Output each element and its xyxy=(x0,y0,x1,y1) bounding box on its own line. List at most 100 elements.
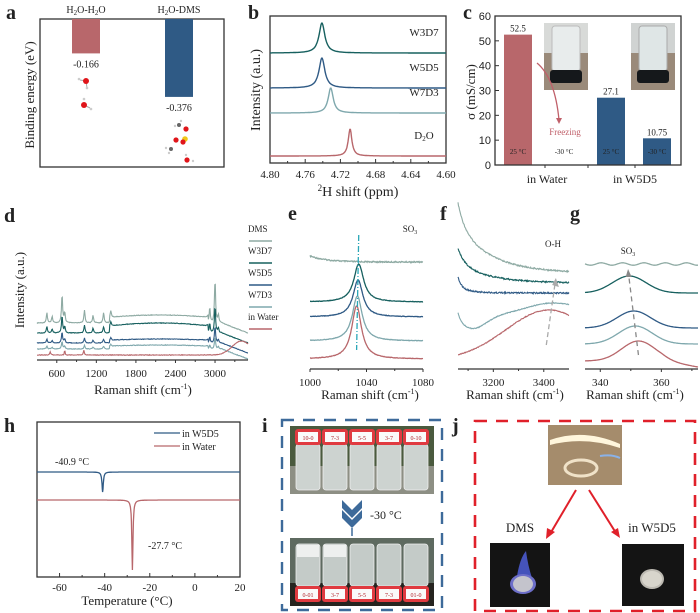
vial-label-text-4: 0-10 xyxy=(411,436,422,442)
w5d5-label: in W5D5 xyxy=(628,520,676,535)
chart-a-binding-energy: Binding energy (eV) H2O-H2O H2O-DMS -0.1… xyxy=(22,5,225,168)
peak-shift-arrowhead-icon xyxy=(625,269,632,277)
x-tick-label: 360 xyxy=(653,377,670,389)
series-line-in-water xyxy=(37,340,249,357)
y-tick-label: 50 xyxy=(479,36,491,48)
series-line-d2o xyxy=(270,128,446,157)
legend-label-0: in W5D5 xyxy=(182,429,219,440)
x-tick-label: -60 xyxy=(52,582,67,594)
chart-d-raman-full: Intensity (a.u.) 600 1200 1800 2400 3000 Ram… xyxy=(12,224,278,397)
value-label-1: -0.376 xyxy=(166,103,192,114)
legend-label-4: in Water xyxy=(248,312,278,322)
vial-bottom-4 xyxy=(403,543,429,587)
vial-bottom-label-text-3: 7-3 xyxy=(385,593,393,599)
legend-label-2: W5D5 xyxy=(248,268,272,278)
panel-label-g: g xyxy=(570,203,580,225)
series-line-w7d3 xyxy=(585,325,698,345)
bar-h2o-h2o xyxy=(72,19,100,54)
y-tick-label: 30 xyxy=(479,86,491,98)
w5d5-vial-photo xyxy=(631,23,675,90)
chart-e-raman-so3: 1000 1040 1080 SO3 Raman shift (cm-1) xyxy=(299,224,435,402)
series-line-w3d7 xyxy=(310,262,424,303)
x-axis-label: Raman shift (cm-1) xyxy=(321,387,419,402)
oh-annotation: O-H xyxy=(545,239,561,249)
panel-j-flammability: DMS in W5D5 xyxy=(473,419,697,613)
vial-bottom-label-paper-2 xyxy=(352,589,372,599)
y-tick-label: 10 xyxy=(479,135,491,147)
series-line-w3d7 xyxy=(37,307,249,344)
temp-label-1: -30 °C xyxy=(555,148,574,156)
peak-shift-arrowhead-icon xyxy=(552,278,559,287)
x-tick-label: 1040 xyxy=(356,377,379,389)
vial-bottom-3 xyxy=(376,543,402,587)
so3-annotation: SO3 xyxy=(403,224,418,236)
category-label-h2o-h2o: H2O-H2O xyxy=(66,5,105,17)
bar-3 xyxy=(643,138,671,165)
vial-bottom-label-text-4: 01-0 xyxy=(411,593,422,599)
y-tick-label: 60 xyxy=(479,11,491,23)
panel-label-a: a xyxy=(6,2,16,24)
panel-label-d: d xyxy=(4,205,16,227)
chart-h-dsc: -60 -40 -20 0 20 in W5D5 in Water -40.9 °C -2… xyxy=(36,421,246,608)
legend-label-0: DMS xyxy=(248,224,268,234)
y-axis-label: Binding energy (eV) xyxy=(22,41,37,148)
vial-bottom-label-paper-0 xyxy=(298,589,318,599)
x-tick-label: 20 xyxy=(235,582,247,594)
dms-label: DMS xyxy=(506,520,534,535)
frozen-layer-0 xyxy=(297,545,319,557)
vial-bottom-label-text-1: 3-7 xyxy=(331,593,339,599)
bar-2 xyxy=(597,97,625,165)
legend-label-1: in Water xyxy=(182,442,216,453)
vials-after-photo: 0-01 3-7 5-5 7-3 01-0 xyxy=(290,538,434,606)
x-tick-label: 4.68 xyxy=(366,169,386,181)
temperature-label: -30 °C xyxy=(370,508,402,522)
x-axis-label: Raman shift (cm-1) xyxy=(586,387,684,402)
x-axis-label: Raman shift (cm-1) xyxy=(466,387,564,402)
value-label-0: 52.5 xyxy=(510,24,526,34)
panel-label-c: c xyxy=(463,2,472,24)
chevron-down-arrow-icon xyxy=(342,500,362,518)
x-tick-label: 600 xyxy=(49,368,66,380)
x-tick-label: 3000 xyxy=(204,368,227,380)
temp-label-2: 25 °C xyxy=(603,148,620,156)
series-line-dms xyxy=(36,283,249,334)
bar-h2o-dms xyxy=(165,19,193,97)
series-line-in-water xyxy=(458,309,570,356)
peak-shift-arrow xyxy=(628,274,640,356)
x-category-in-w5d5: in W5D5 xyxy=(613,172,657,186)
vial-label-paper-1 xyxy=(325,432,345,442)
chart-c-conductivity: σ (mS/cm) 0 10 20 30 40 50 60 52.5 25 °C -30 °C 2… xyxy=(463,11,682,186)
dashed-frame xyxy=(473,419,697,613)
series-label-w7d3: W7D3 xyxy=(409,87,439,99)
arrowhead-left-icon xyxy=(546,528,555,539)
y-tick-label: 0 xyxy=(485,160,491,172)
series-line-w5d5 xyxy=(309,279,424,318)
series-line-in-water xyxy=(309,305,424,360)
arrowhead-right-icon xyxy=(611,528,620,538)
x-axis-label: 2H shift (ppm) xyxy=(318,183,399,200)
vial-label-paper-3 xyxy=(379,432,399,442)
vial-bottom-label-paper-4 xyxy=(406,589,426,599)
vial-bottom-2 xyxy=(349,543,375,587)
x-axis-label: Temperature (°C) xyxy=(81,593,172,608)
water-dimer-molecule-icon xyxy=(77,77,93,111)
frozen-layer-1 xyxy=(324,545,346,557)
panel-label-i: i xyxy=(262,415,268,437)
vial-top-0 xyxy=(295,443,321,491)
temp-label-0: 25 °C xyxy=(510,148,527,156)
plot-frame xyxy=(494,15,682,166)
legend-label-3: W7D3 xyxy=(248,290,272,300)
vial-top-2 xyxy=(349,443,375,491)
y-axis-label: Intensity (a.u.) xyxy=(249,49,264,131)
freezing-arrowhead-icon xyxy=(556,118,562,124)
x-tick-label: 4.76 xyxy=(296,169,316,181)
y-tick-label: 20 xyxy=(479,110,491,122)
x-tick-label: 340 xyxy=(592,377,609,389)
x-tick-label: 1800 xyxy=(125,368,148,380)
ignition-photo xyxy=(548,425,622,485)
panel-label-h: h xyxy=(4,415,16,437)
freezing-annotation: Freezing xyxy=(549,127,581,137)
vial-top-4 xyxy=(403,443,429,491)
x-tick-label: -40 xyxy=(97,582,112,594)
series-line-w3d7 xyxy=(270,22,446,54)
